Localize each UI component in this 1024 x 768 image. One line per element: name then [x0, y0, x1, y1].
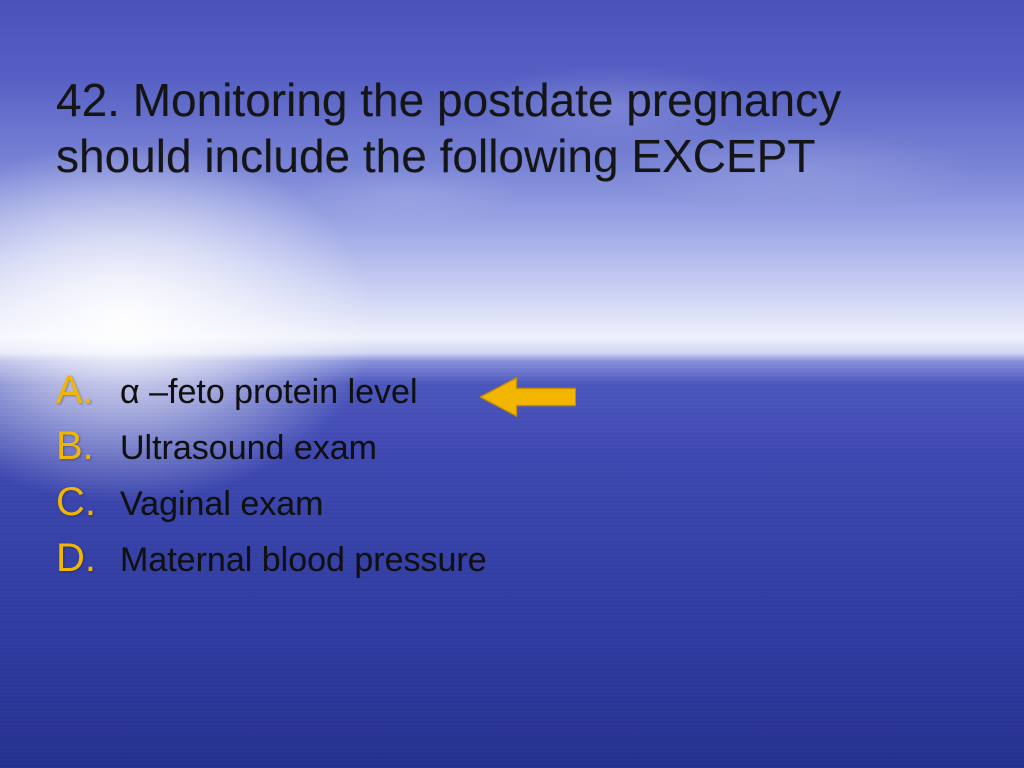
- option-letter: B.: [56, 426, 106, 466]
- option-letter: D.: [56, 538, 106, 578]
- option-text: Maternal blood pressure: [120, 541, 487, 580]
- option-a: A. α –feto protein level: [56, 370, 487, 412]
- question-title: 42. Monitoring the postdate pregnancy sh…: [56, 72, 964, 184]
- option-b: B. Ultrasound exam: [56, 426, 487, 468]
- option-letter: C.: [56, 482, 106, 522]
- options-list: A. α –feto protein level B. Ultrasound e…: [56, 370, 487, 594]
- option-text: Vaginal exam: [120, 485, 324, 524]
- option-d: D. Maternal blood pressure: [56, 538, 487, 580]
- answer-arrow-icon: [480, 376, 576, 418]
- option-c: C. Vaginal exam: [56, 482, 487, 524]
- arrow-shape: [480, 378, 575, 416]
- slide-background: 42. Monitoring the postdate pregnancy sh…: [0, 0, 1024, 768]
- option-text: Ultrasound exam: [120, 429, 377, 468]
- option-letter: A.: [56, 370, 106, 410]
- option-text: α –feto protein level: [120, 373, 418, 412]
